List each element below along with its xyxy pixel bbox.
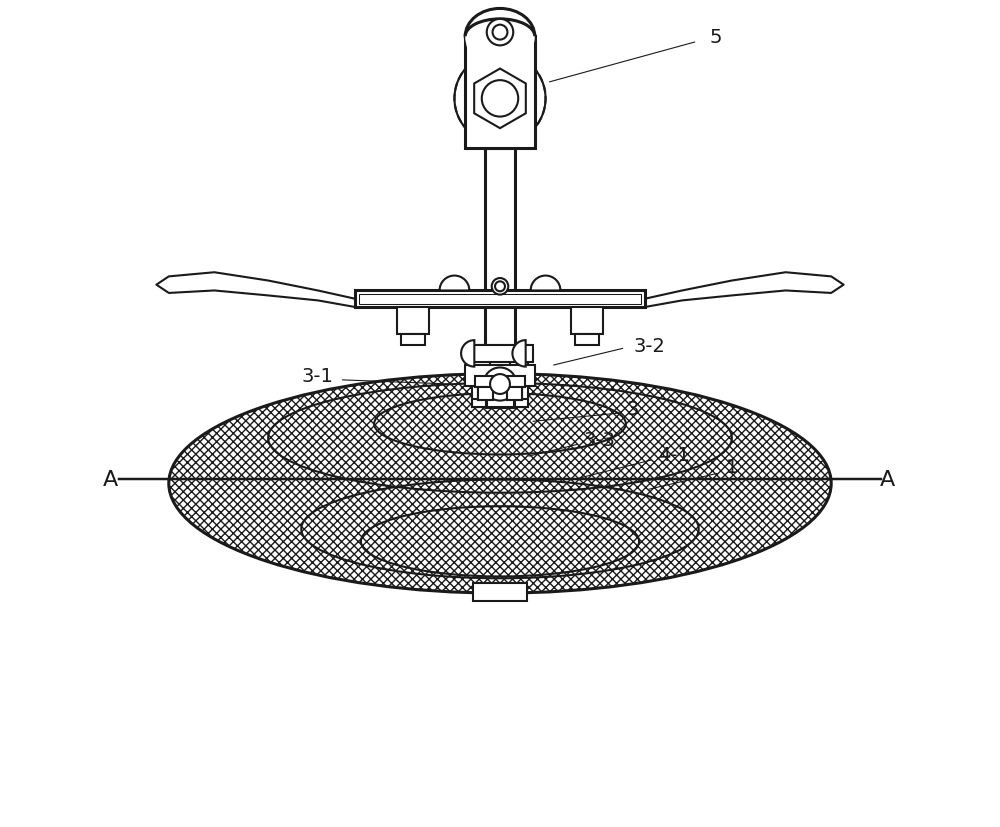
Bar (575, 334, 599, 346)
Text: 3-2: 3-2 (633, 337, 665, 355)
Text: 5: 5 (709, 28, 722, 46)
Text: A: A (103, 470, 118, 490)
Bar (397, 308, 429, 334)
Bar (401, 334, 425, 346)
Circle shape (495, 282, 505, 292)
Bar (507, 387, 522, 400)
Polygon shape (156, 273, 355, 308)
Wedge shape (440, 276, 469, 291)
Bar (472, 399, 528, 408)
Ellipse shape (169, 374, 831, 594)
Bar (472, 346, 490, 408)
Bar (355, 291, 645, 308)
Bar (467, 346, 533, 362)
Bar (510, 346, 528, 408)
Circle shape (492, 279, 508, 295)
Bar (507, 387, 522, 400)
Text: 4-1: 4-1 (658, 446, 690, 464)
Polygon shape (474, 69, 526, 129)
Text: 3: 3 (626, 400, 639, 418)
Circle shape (490, 375, 510, 394)
Bar (486, 376, 514, 408)
Ellipse shape (465, 20, 535, 55)
Bar (359, 294, 641, 304)
Bar (465, 366, 535, 387)
Bar (475, 376, 525, 387)
Circle shape (482, 81, 518, 117)
Circle shape (493, 26, 507, 41)
Bar (571, 308, 603, 334)
Wedge shape (531, 276, 560, 291)
Bar (486, 376, 514, 408)
Bar (485, 308, 515, 346)
Text: A: A (880, 470, 895, 490)
Bar (478, 387, 493, 400)
Polygon shape (645, 273, 844, 308)
Wedge shape (465, 37, 535, 72)
Text: 1: 1 (726, 458, 738, 476)
Bar (478, 387, 493, 400)
Bar (475, 376, 525, 387)
Circle shape (483, 368, 517, 401)
Wedge shape (512, 341, 526, 367)
Text: 3-1: 3-1 (302, 367, 334, 385)
Bar (485, 149, 515, 294)
Text: 3-3: 3-3 (583, 431, 615, 449)
Bar (465, 37, 535, 149)
Wedge shape (461, 341, 474, 367)
Bar (473, 584, 527, 602)
Circle shape (487, 20, 513, 46)
